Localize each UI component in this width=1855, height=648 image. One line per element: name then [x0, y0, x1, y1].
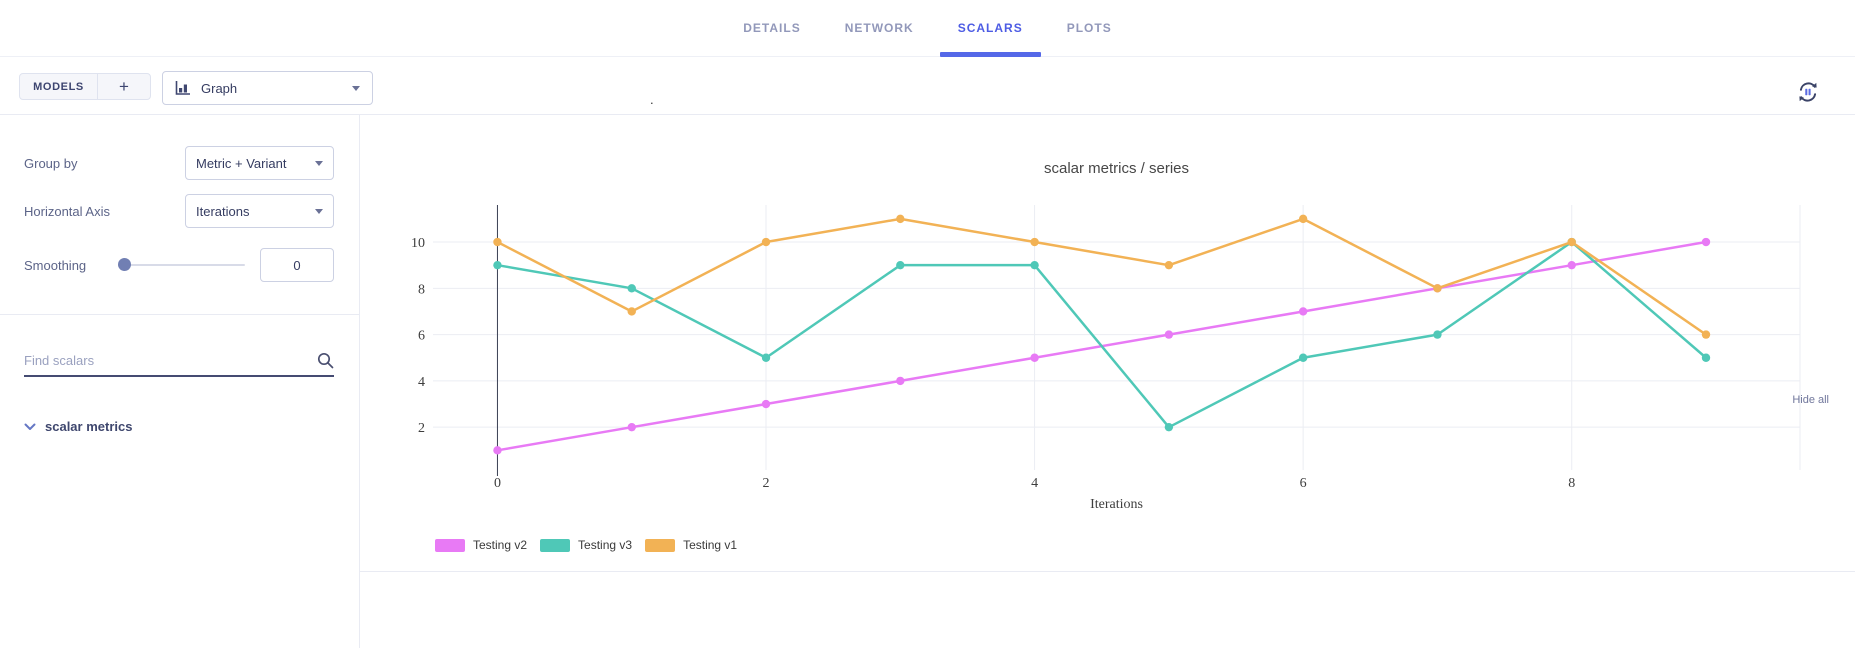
chevron-down-icon	[315, 160, 323, 166]
chart-title: scalar metrics / series	[1043, 160, 1190, 177]
data-point	[896, 376, 905, 386]
view-type-dropdown[interactable]: Graph	[162, 71, 373, 105]
legend-item-testing-v1[interactable]: Testing v1	[645, 538, 737, 552]
data-point	[896, 260, 905, 270]
data-point	[1030, 353, 1039, 362]
legend-swatch	[435, 538, 465, 552]
tab-plots[interactable]: PLOTS	[1045, 0, 1134, 56]
x-tick-label: 2	[763, 476, 770, 491]
y-tick-label: 6	[418, 329, 425, 344]
data-point	[1164, 260, 1174, 270]
data-point	[1433, 330, 1442, 339]
data-point	[1701, 330, 1711, 339]
legend-label: Testing v3	[578, 538, 633, 552]
tab-network[interactable]: NETWORK	[823, 0, 936, 56]
tab-label: PLOTS	[1066, 21, 1112, 35]
legend-item-testing-v3[interactable]: Testing v3	[540, 538, 632, 552]
chart-card-bottom-border	[360, 571, 1855, 572]
search-input[interactable]	[24, 353, 317, 368]
data-point	[1298, 307, 1308, 316]
chevron-down-icon	[352, 85, 360, 91]
horizontal-axis-label: Horizontal Axis	[24, 204, 110, 219]
x-tick-label: 8	[1568, 476, 1575, 491]
smoothing-slider-track[interactable]	[118, 264, 245, 266]
tab-label: NETWORK	[844, 21, 914, 35]
data-point	[761, 237, 771, 247]
group-by-value: Metric + Variant	[196, 155, 287, 171]
data-point	[761, 399, 771, 409]
y-tick-label: 10	[411, 236, 425, 251]
chevron-down-icon	[24, 423, 36, 430]
group-by-label: Group by	[24, 156, 78, 171]
x-tick-label: 0	[494, 476, 501, 491]
y-tick-label: 8	[418, 282, 425, 297]
data-point	[1298, 353, 1308, 362]
series-testing-v1	[493, 214, 1711, 339]
section-label: scalar metrics	[45, 419, 133, 434]
legend-swatch	[540, 538, 571, 552]
data-point	[1030, 260, 1039, 270]
axis-tick-labels: 2 4 6 8 10 0 2 4 6 8	[411, 236, 1575, 491]
group-by-dropdown[interactable]: Metric + Variant	[185, 146, 334, 180]
horizontal-axis-dropdown[interactable]: Iterations	[185, 194, 334, 228]
search-icon	[317, 352, 334, 369]
chart-legend: Testing v2 Testing v3 Testing v1	[435, 538, 737, 552]
horizontal-axis-value: Iterations	[196, 203, 250, 219]
auto-refresh-button[interactable]	[1796, 80, 1820, 104]
data-point	[896, 214, 905, 224]
sidebar-section-divider	[0, 314, 360, 315]
header: DETAILS NETWORK SCALARS PLOTS	[0, 0, 1855, 57]
data-point	[1164, 330, 1174, 339]
gridlines	[433, 205, 1801, 470]
view-tabs: DETAILS NETWORK SCALARS PLOTS	[721, 0, 1134, 57]
legend-item-testing-v2[interactable]: Testing v2	[435, 538, 527, 552]
models-button[interactable]: MODELS	[33, 80, 84, 93]
data-point	[1164, 422, 1174, 432]
graph-group-title: .	[650, 92, 654, 107]
x-axis-title: Iterations	[1090, 497, 1143, 512]
tab-details[interactable]: DETAILS	[721, 0, 822, 56]
data-point	[1701, 237, 1711, 247]
chevron-down-icon	[315, 208, 323, 214]
add-model-button[interactable]: +	[97, 74, 150, 99]
auto-refresh-icon	[1799, 82, 1817, 102]
series-testing-v3	[493, 237, 1711, 432]
data-point	[1701, 353, 1711, 362]
sidebar-section-scalar-metrics[interactable]: scalar metrics	[24, 419, 132, 434]
data-point	[493, 446, 502, 455]
toolbar-divider	[0, 114, 1855, 115]
view-type-value: Graph	[201, 80, 238, 96]
legend-swatch	[645, 538, 676, 552]
x-tick-label: 6	[1300, 476, 1307, 491]
y-tick-label: 2	[418, 421, 425, 436]
data-point	[1030, 237, 1039, 247]
active-tab-underline	[939, 52, 1041, 57]
data-point	[1567, 260, 1576, 270]
data-point	[493, 237, 502, 247]
tab-scalars[interactable]: SCALARS	[936, 0, 1045, 57]
legend-label: Testing v1	[683, 538, 738, 552]
tab-label: SCALARS	[957, 21, 1023, 35]
scalar-chart[interactable]: 2 4 6 8 10 0 2 4 6 8 Iterations	[360, 115, 1855, 572]
data-point	[627, 307, 636, 316]
legend-label: Testing v2	[473, 538, 528, 552]
data-point	[1567, 237, 1576, 247]
data-point	[627, 422, 636, 432]
data-point	[627, 284, 636, 293]
y-tick-label: 4	[418, 375, 425, 390]
data-point	[493, 260, 502, 270]
x-tick-label: 4	[1031, 476, 1038, 491]
sidebar-divider	[359, 115, 360, 648]
find-scalars-search	[24, 346, 334, 377]
smoothing-value-input[interactable]	[260, 248, 334, 282]
tab-label: DETAILS	[743, 21, 801, 35]
graph-icon	[175, 81, 190, 95]
smoothing-label: Smoothing	[24, 258, 87, 273]
hide-all-link[interactable]: Hide all	[1792, 394, 1829, 406]
data-point	[761, 353, 771, 362]
models-button-group: MODELS +	[19, 73, 151, 100]
smoothing-slider-handle[interactable]	[118, 258, 131, 271]
data-point	[1433, 284, 1442, 293]
data-point	[1298, 214, 1308, 224]
